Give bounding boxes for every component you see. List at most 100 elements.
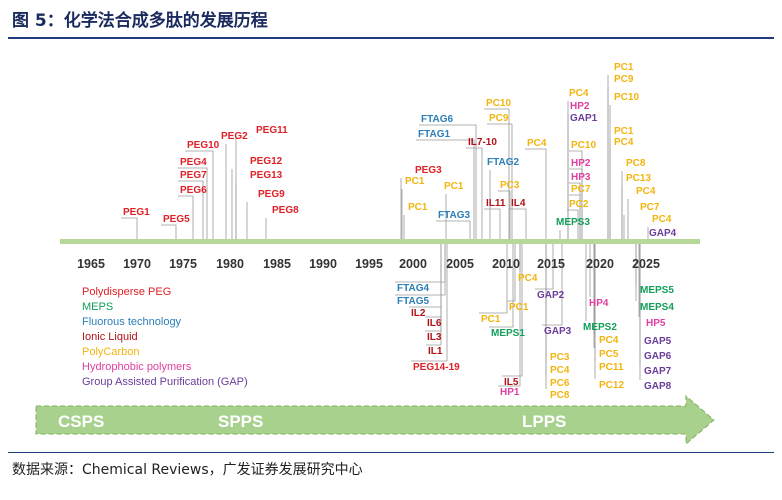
leader-line — [569, 194, 581, 239]
year-label: 1985 — [263, 257, 291, 271]
method-label: PEG14-19 — [413, 362, 460, 373]
footer-rule — [8, 452, 774, 453]
method-label: PC1 — [614, 126, 634, 137]
method-label: MEPS3 — [556, 217, 590, 228]
year-label: 2015 — [537, 257, 565, 271]
year-label: 2025 — [632, 257, 660, 271]
method-label: PC4 — [614, 137, 634, 148]
year-label: 2005 — [446, 257, 474, 271]
method-label: FTAG1 — [418, 129, 450, 140]
leader-line — [416, 139, 475, 239]
method-label: PEG5 — [163, 214, 190, 225]
method-label: PEG11 — [256, 125, 288, 136]
method-label: PC13 — [626, 173, 651, 184]
method-label: PC4 — [599, 335, 619, 346]
method-label: PC1 — [509, 302, 529, 313]
year-label: 2000 — [399, 257, 427, 271]
method-label: PC7 — [571, 184, 591, 195]
leader-line — [498, 244, 521, 387]
method-label: IL7-10 — [468, 137, 497, 148]
year-label: 1980 — [216, 257, 244, 271]
year-label: 2010 — [492, 257, 520, 271]
year-label: 1965 — [77, 257, 105, 271]
method-label: PEG10 — [187, 140, 220, 151]
leader-line — [178, 195, 194, 239]
leader-line — [466, 147, 483, 239]
method-label: MEPS5 — [640, 285, 674, 296]
leader-line — [178, 167, 208, 239]
method-label: PC3 — [550, 352, 570, 363]
method-label: PEG3 — [415, 165, 442, 176]
leader-line — [487, 123, 513, 239]
leader-line — [185, 150, 214, 239]
method-label: PC4 — [550, 365, 570, 376]
method-label: MEPS4 — [640, 302, 674, 313]
method-label: GAP4 — [649, 228, 677, 239]
method-label: GAP1 — [570, 113, 598, 124]
method-label: PC1 — [405, 176, 425, 187]
method-label: FTAG6 — [421, 114, 453, 125]
method-label: PC1 — [614, 62, 634, 73]
method-label: GAP3 — [544, 326, 572, 337]
method-label: HP4 — [589, 298, 609, 309]
leader-line — [507, 244, 516, 302]
method-label: FTAG5 — [397, 296, 429, 307]
method-label: HP3 — [571, 172, 591, 183]
method-label: PC5 — [599, 349, 619, 360]
method-label: PC9 — [489, 113, 509, 124]
method-label: PC4 — [527, 138, 547, 149]
method-label: PC3 — [500, 180, 520, 191]
method-label: IL3 — [427, 332, 442, 343]
method-label: PC4 — [636, 186, 656, 197]
method-label: PC4 — [518, 273, 538, 284]
leader-line — [542, 244, 563, 326]
era-csps: CSPS — [58, 412, 104, 431]
method-label: IL4 — [511, 198, 526, 209]
method-label: PC10 — [571, 140, 596, 151]
method-label: MEPS1 — [491, 328, 525, 339]
method-label: IL11 — [486, 198, 506, 209]
method-label: PC4 — [569, 88, 589, 99]
figure-header: 图 5：化学法合成多肽的发展历程 — [0, 0, 782, 40]
method-label: PEG6 — [180, 185, 207, 196]
legend-item: Group Assisted Purification (GAP) — [82, 376, 248, 388]
method-label: PC1 — [408, 202, 428, 213]
leader-line — [411, 244, 448, 362]
method-label: HP2 — [571, 158, 591, 169]
method-label: PEG1 — [123, 207, 150, 218]
method-label: PC1 — [481, 314, 501, 325]
leader-line — [525, 148, 547, 239]
method-label: PC4 — [652, 214, 672, 225]
figure-title: 图 5：化学法合成多肽的发展历程 — [12, 11, 268, 31]
year-label: 1990 — [309, 257, 337, 271]
era-spps: SPPS — [218, 412, 263, 431]
legend: Polydisperse PEG MEPS Fluorous technology I… — [82, 286, 248, 388]
method-label: PC1 — [444, 181, 464, 192]
method-label: IL2 — [411, 308, 426, 319]
method-label: FTAG4 — [397, 283, 429, 294]
year-label: 1995 — [355, 257, 383, 271]
leader-line — [498, 190, 511, 239]
leader-line — [426, 244, 442, 346]
leader-line — [436, 220, 471, 239]
leader-line — [395, 244, 446, 296]
method-label: IL5 — [504, 377, 519, 388]
year-label: 2020 — [586, 257, 614, 271]
leader-line — [178, 180, 204, 239]
leader-line — [567, 209, 579, 239]
method-label: PC7 — [640, 202, 660, 213]
leader-lines — [121, 75, 649, 389]
title-rule — [8, 37, 774, 39]
method-label: PEG2 — [221, 131, 248, 142]
method-label: HP2 — [570, 101, 590, 112]
method-label: PC10 — [486, 98, 511, 109]
method-label: HP5 — [646, 318, 666, 329]
method-label: PC12 — [599, 380, 624, 391]
leader-line — [569, 168, 583, 239]
method-label: PC10 — [614, 92, 639, 103]
leader-line — [535, 244, 554, 290]
method-label: PC2 — [569, 199, 589, 210]
legend-item: Fluorous technology — [82, 316, 182, 328]
legend-item: MEPS — [82, 301, 113, 313]
method-label: MEPS2 — [583, 322, 617, 333]
